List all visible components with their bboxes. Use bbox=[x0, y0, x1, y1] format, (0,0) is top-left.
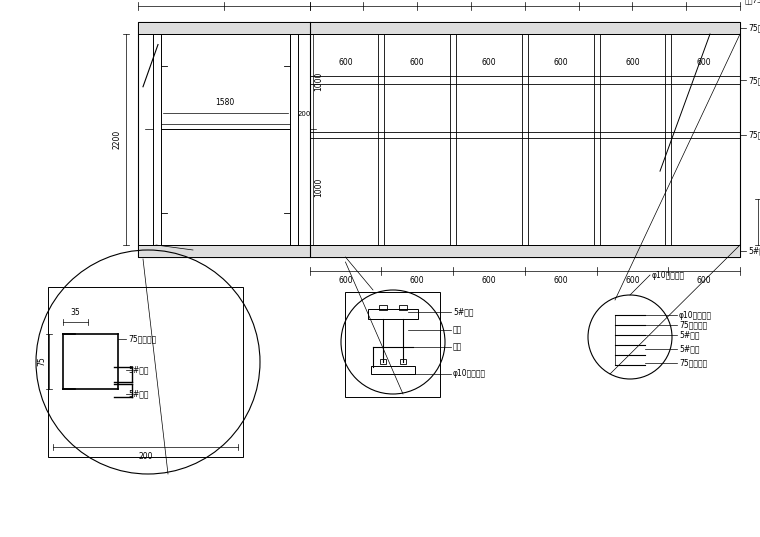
Text: φ10膨胀螺栓: φ10膨胀螺栓 bbox=[453, 369, 486, 379]
Text: 75顶龙龙: 75顶龙龙 bbox=[748, 24, 760, 33]
Text: 75铝天龙骨: 75铝天龙骨 bbox=[679, 321, 708, 330]
Text: 1000: 1000 bbox=[315, 72, 324, 91]
Text: 5#角铁: 5#角铁 bbox=[679, 330, 699, 339]
Text: 600: 600 bbox=[625, 58, 640, 67]
Text: 400: 400 bbox=[598, 0, 613, 1]
Bar bbox=[379, 305, 387, 310]
Text: 400: 400 bbox=[437, 0, 451, 1]
Text: 75轻钢龙骨: 75轻钢龙骨 bbox=[128, 335, 157, 344]
Text: 1000: 1000 bbox=[315, 177, 324, 197]
Text: 75: 75 bbox=[37, 357, 46, 366]
Bar bbox=[153, 34, 161, 245]
Bar bbox=[594, 34, 600, 245]
Text: 400: 400 bbox=[259, 0, 274, 1]
Text: 600: 600 bbox=[553, 58, 568, 67]
Text: 5#槽钢: 5#槽钢 bbox=[128, 366, 148, 374]
Bar bbox=[48, 287, 243, 457]
Text: 600: 600 bbox=[338, 58, 353, 67]
Text: 600: 600 bbox=[697, 58, 711, 67]
Text: 400: 400 bbox=[329, 0, 344, 1]
Text: 400: 400 bbox=[652, 0, 667, 1]
Text: φ10膨胀螺丝: φ10膨胀螺丝 bbox=[652, 271, 685, 279]
Bar bbox=[345, 292, 440, 397]
Bar bbox=[450, 34, 456, 245]
Text: 600: 600 bbox=[553, 276, 568, 285]
Text: 5#槽钢: 5#槽钢 bbox=[679, 345, 699, 353]
Bar bbox=[138, 22, 740, 34]
Text: 600: 600 bbox=[482, 58, 496, 67]
Text: φ10膨胀螺丝: φ10膨胀螺丝 bbox=[679, 310, 712, 320]
Bar bbox=[138, 245, 740, 257]
Text: 200: 200 bbox=[298, 111, 311, 117]
Text: 5#槽钢: 5#槽钢 bbox=[748, 246, 760, 256]
Text: 75轻钢龙: 75轻钢龙 bbox=[748, 131, 760, 140]
Text: 600: 600 bbox=[338, 276, 353, 285]
Text: 400: 400 bbox=[173, 0, 188, 1]
Text: 5#槽钢: 5#槽钢 bbox=[453, 308, 473, 316]
Text: 1580: 1580 bbox=[216, 98, 235, 107]
Bar bbox=[309, 76, 740, 84]
Text: 400: 400 bbox=[490, 0, 505, 1]
Text: 400: 400 bbox=[544, 0, 559, 1]
Text: 200: 200 bbox=[138, 452, 153, 461]
Bar bbox=[378, 34, 385, 245]
Text: 35: 35 bbox=[71, 308, 81, 317]
Text: 600: 600 bbox=[410, 58, 425, 67]
Text: 75轻钢龙骨: 75轻钢龙骨 bbox=[679, 359, 708, 367]
Text: 600: 600 bbox=[697, 276, 711, 285]
Text: 5#槽钢: 5#槽钢 bbox=[128, 389, 148, 398]
Bar bbox=[290, 34, 298, 245]
Bar bbox=[138, 22, 740, 257]
Text: 400: 400 bbox=[706, 0, 720, 1]
Text: 风用75系列标准龙骨套件: 风用75系列标准龙骨套件 bbox=[745, 0, 760, 4]
Text: 600: 600 bbox=[410, 276, 425, 285]
Text: 2200: 2200 bbox=[113, 130, 122, 149]
Bar bbox=[399, 305, 407, 310]
Text: 600: 600 bbox=[625, 276, 640, 285]
Bar bbox=[380, 359, 386, 364]
Bar bbox=[309, 132, 740, 139]
Text: 600: 600 bbox=[482, 276, 496, 285]
Text: 角铁: 角铁 bbox=[453, 343, 462, 352]
Text: 400: 400 bbox=[383, 0, 397, 1]
Bar bbox=[522, 34, 527, 245]
Bar bbox=[368, 309, 418, 319]
Text: 方管: 方管 bbox=[453, 325, 462, 335]
Bar bbox=[665, 34, 671, 245]
Bar bbox=[400, 359, 406, 364]
Text: 75轻钢龙: 75轻钢龙 bbox=[748, 76, 760, 85]
Bar bbox=[371, 366, 415, 374]
